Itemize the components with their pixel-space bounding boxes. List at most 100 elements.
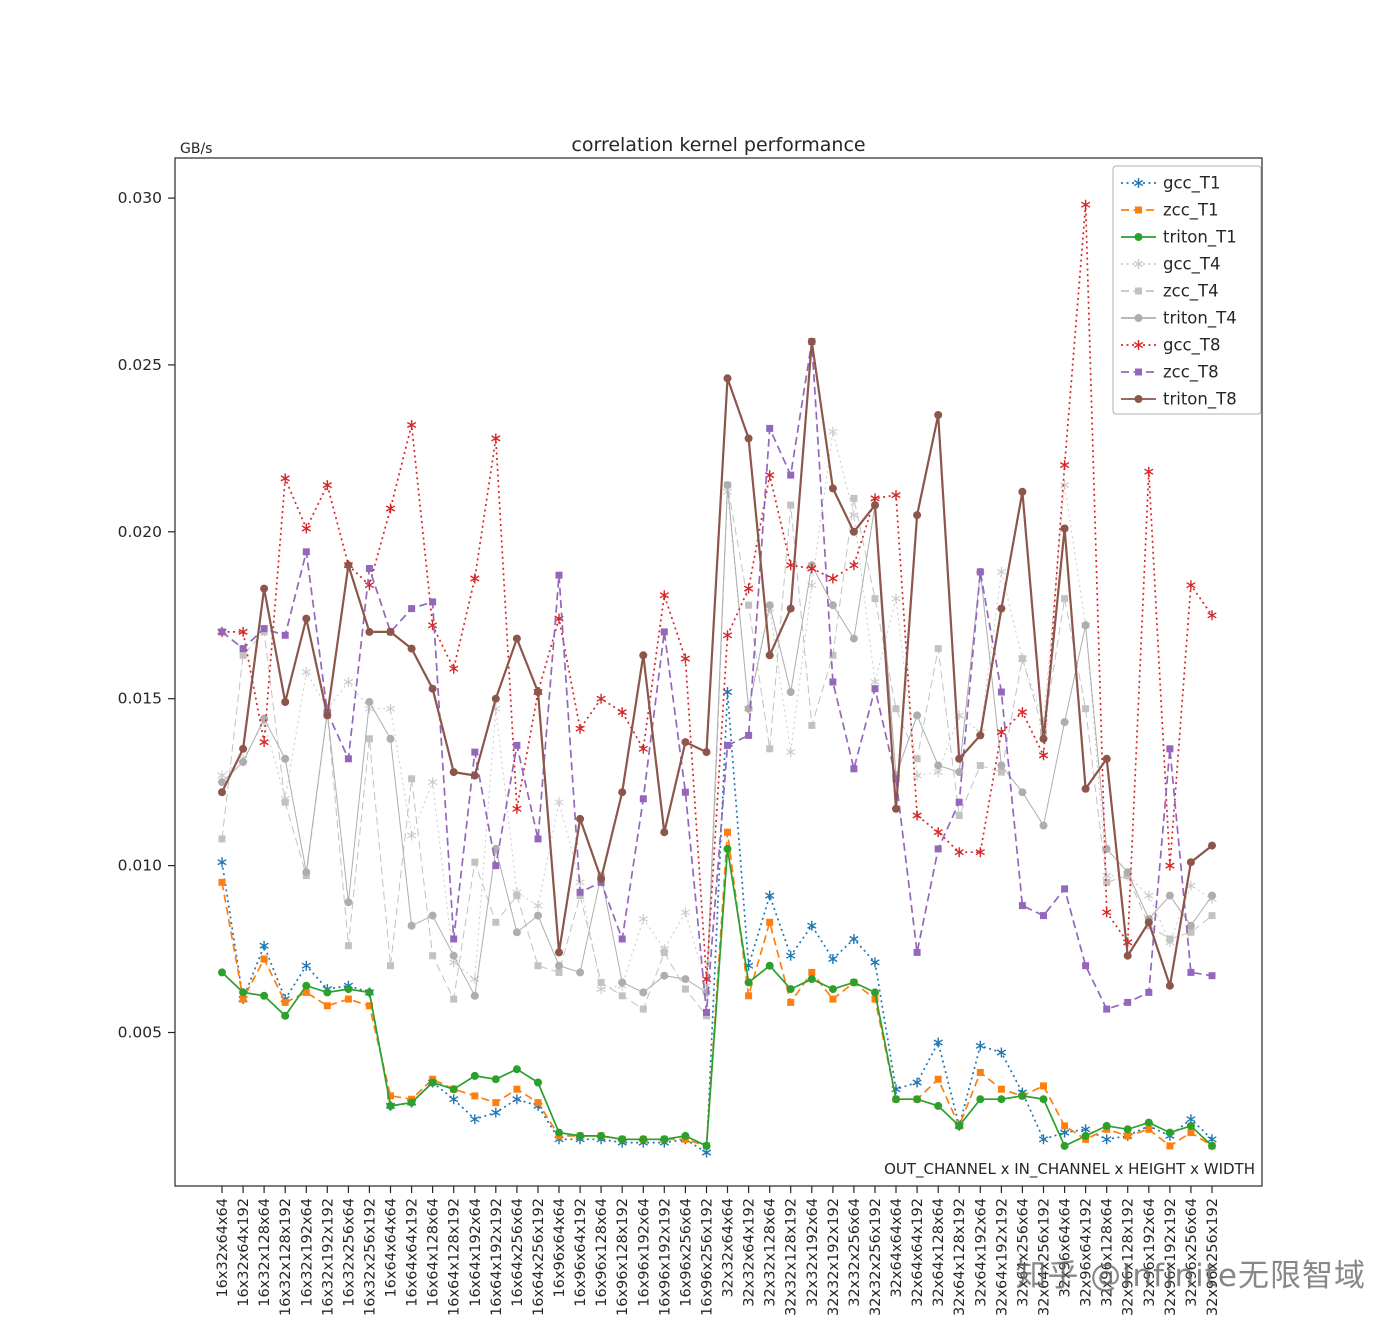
marker-square [871,595,879,603]
y-axis: 0.005 0.010 0.015 0.020 0.025 0.030 [118,189,175,1042]
marker-square [934,645,942,653]
series-line-zcc_T8 [221,341,1213,1013]
marker-square [492,862,500,870]
marker-star [1133,178,1144,188]
marker-star [1038,750,1049,761]
marker-circle [1081,1131,1090,1140]
marker-square [976,568,984,576]
marker-circle [723,481,732,490]
marker-square [450,995,458,1003]
marker-circle [239,988,248,997]
marker-square [808,721,816,729]
marker-square [260,955,268,963]
marker-square [976,1069,984,1076]
marker-square [934,845,942,853]
marker-square [1208,972,1216,980]
marker-circle [934,411,943,419]
x-tick-label: 16x96x256x192 [700,1198,716,1316]
x-tick-label: 16x64x192x64 [468,1198,484,1307]
x-tick-label: 16x32x128x64 [257,1198,273,1307]
marker-square [766,918,774,926]
marker-circle [512,928,521,937]
series-line-gcc_T4 [221,431,1213,990]
x-tick-label: 32x96x128x192 [1121,1198,1137,1316]
x-tick-label: 16x32x128x192 [278,1198,294,1316]
marker-circle [702,988,711,997]
series-gcc_T4 [217,426,1217,995]
marker-circle [1018,487,1027,496]
marker-star [1102,907,1112,918]
marker-circle [681,1131,690,1140]
marker-star [786,950,796,961]
marker-square [1135,206,1142,214]
marker-circle [997,604,1006,613]
marker-square [534,835,542,843]
marker-circle [702,748,711,757]
marker-star [1059,460,1070,471]
marker-square [745,731,753,739]
marker-circle [365,988,374,997]
marker-circle [1039,1095,1048,1104]
y-tick-label: 0.025 [118,356,162,374]
marker-square [745,601,753,609]
marker-circle [281,698,290,706]
marker-star [512,1094,522,1105]
marker-circle [1123,868,1132,877]
marker-circle [723,844,732,853]
marker-star [975,1040,985,1051]
marker-square [429,952,437,960]
marker-circle [386,1101,395,1110]
marker-circle [576,814,585,823]
chart-title: correlation kernel performance [571,134,866,156]
legend-label-zcc_T8: zcc_T8 [1163,363,1219,383]
marker-circle [239,744,248,753]
x-tick-label: 16x32x192x192 [320,1198,336,1316]
marker-star [427,620,438,631]
marker-circle [639,988,648,997]
marker-square [1040,912,1047,920]
marker-square [1145,988,1153,996]
marker-circle [1134,314,1143,322]
marker-circle [807,337,816,346]
marker-circle [660,828,669,837]
marker-circle [702,1141,711,1150]
marker-circle [1123,1125,1132,1134]
y-tick-label: 0.020 [118,523,162,541]
marker-circle [1060,524,1069,533]
marker-circle [218,778,226,787]
marker-circle [491,694,500,703]
marker-star [470,573,480,584]
legend: gcc_T1 zcc_T1 triton_T1 gcc_T4 zcc_T4 triton_… [1112,165,1262,415]
marker-square [618,992,626,1000]
marker-circle [849,634,858,643]
x-tick-label: 32x32x256x64 [847,1198,863,1307]
marker-square [555,571,563,579]
x-tick-label: 16x96x128x64 [594,1198,610,1307]
marker-square [1124,998,1132,1006]
marker-circle [913,711,922,720]
marker-circle [1018,1091,1027,1100]
marker-star [954,847,964,858]
marker-square [534,962,542,970]
marker-square [239,651,247,659]
marker-star [1133,340,1144,350]
marker-star [870,957,880,968]
marker-circle [534,1078,542,1087]
marker-square [892,775,900,783]
marker-star [891,490,901,501]
x-tick-label: 32x96x192x192 [1163,1198,1179,1316]
marker-star [238,626,248,637]
marker-star [722,630,733,641]
marker-circle [1186,1121,1195,1130]
marker-square [471,1092,479,1100]
marker-square [787,998,795,1006]
marker-star [743,583,754,594]
marker-star [491,1107,501,1118]
marker-star [554,797,564,808]
marker-circle [344,898,353,907]
marker-circle [681,975,690,984]
marker-star [259,737,269,748]
marker-square [618,935,626,943]
marker-square [1187,928,1195,936]
